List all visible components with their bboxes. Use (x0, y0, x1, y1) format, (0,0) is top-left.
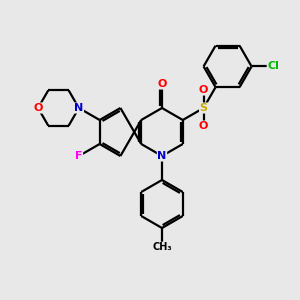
Text: S: S (200, 103, 208, 113)
Text: O: O (199, 121, 208, 131)
Text: CH₃: CH₃ (152, 242, 172, 252)
Text: N: N (74, 103, 83, 113)
Text: O: O (33, 103, 43, 113)
Text: Cl: Cl (267, 61, 279, 71)
Text: F: F (75, 151, 82, 161)
Text: O: O (199, 85, 208, 95)
Text: O: O (157, 79, 167, 89)
Text: N: N (158, 151, 166, 161)
